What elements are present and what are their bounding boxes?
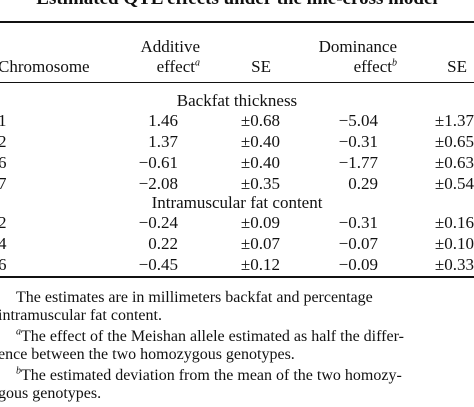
- additive-cell: −2.08: [138, 174, 178, 193]
- footnote-a-line1: aThe effect of the Meishan allele estima…: [16, 326, 404, 345]
- additive-cell: 1.37: [148, 132, 178, 151]
- footnote-a-line2: ence between the two homozygous genotype…: [0, 346, 295, 363]
- se-dominance-cell: ±0.63: [434, 153, 474, 172]
- se-additive-cell: ±0.09: [240, 213, 280, 232]
- se-additive-cell: ±0.40: [240, 132, 280, 151]
- se-dominance-cell: ±1.37: [434, 111, 474, 130]
- dominance-cell: −1.77: [338, 153, 378, 172]
- header-dominance-line1: Dominance: [318, 37, 397, 56]
- header-additive-line1: Additive: [140, 37, 201, 56]
- header-se-additive: SE: [251, 57, 271, 76]
- additive-cell: 1.46: [148, 111, 178, 130]
- dominance-cell: −0.31: [338, 132, 378, 151]
- header-additive-line2: effecta: [156, 57, 200, 76]
- table-title: Estimated QTL effects under the line-cro…: [0, 0, 474, 10]
- chromosome-cell: 1: [0, 111, 7, 130]
- top-rule: [0, 21, 474, 23]
- additive-cell: 0.22: [148, 234, 178, 253]
- header-rule: [0, 82, 474, 83]
- additive-cell: −0.24: [138, 213, 178, 232]
- dominance-cell: −0.31: [338, 213, 378, 232]
- dominance-cell: 0.29: [348, 174, 378, 193]
- bottom-rule: [0, 276, 474, 278]
- footnote-b-line1: bThe estimated deviation from the mean o…: [16, 365, 402, 384]
- chromosome-cell: 6: [0, 255, 7, 274]
- additive-cell: −0.45: [138, 255, 178, 274]
- chromosome-cell: 2: [0, 132, 7, 151]
- header-dominance-line2: effectb: [353, 57, 397, 76]
- dominance-cell: −5.04: [338, 111, 378, 130]
- se-additive-cell: ±0.07: [240, 234, 280, 253]
- chromosome-cell: 4: [0, 234, 7, 253]
- se-dominance-cell: ±0.33: [434, 255, 474, 274]
- se-additive-cell: ±0.40: [240, 153, 280, 172]
- chromosome-cell: 6: [0, 153, 7, 172]
- header-chromosome: Chromosome: [0, 57, 90, 76]
- se-additive-cell: ±0.12: [240, 255, 280, 274]
- chromosome-cell: 2: [0, 213, 7, 232]
- additive-cell: −0.61: [138, 153, 178, 172]
- dominance-cell: −0.07: [338, 234, 378, 253]
- se-dominance-cell: ±0.65: [434, 132, 474, 151]
- footnote-b-line2: gous genotypes.: [0, 385, 102, 402]
- header-se-dominance: SE: [447, 57, 467, 76]
- chromosome-cell: 7: [0, 174, 7, 193]
- se-dominance-cell: ±0.54: [434, 174, 474, 193]
- section-title-intramuscular: Intramuscular fat content: [151, 193, 323, 212]
- note-main-line2: intramuscular fat content.: [0, 307, 162, 324]
- dominance-cell: −0.09: [338, 255, 378, 274]
- se-dominance-cell: ±0.10: [434, 234, 474, 253]
- se-additive-cell: ±0.35: [240, 174, 280, 193]
- se-dominance-cell: ±0.16: [434, 213, 474, 232]
- se-additive-cell: ±0.68: [240, 111, 280, 130]
- note-main-line1: The estimates are in millimeters backfat…: [16, 289, 373, 306]
- section-title-backfat: Backfat thickness: [176, 91, 298, 110]
